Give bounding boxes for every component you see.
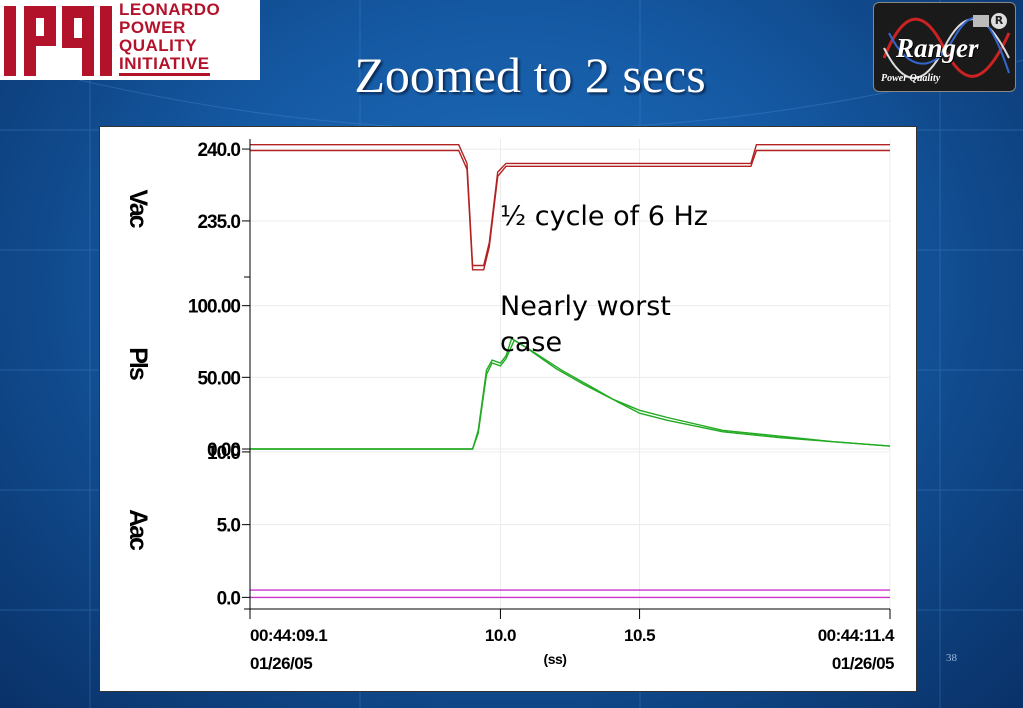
lpqi-line: POWER bbox=[119, 18, 186, 37]
ranger-logo: R Ranger Power Quality bbox=[873, 2, 1016, 92]
x-tick-label: 10.5 bbox=[624, 626, 655, 645]
lpqi-line: LEONARDO bbox=[119, 0, 221, 19]
y-tick-label: 50.00 bbox=[197, 368, 240, 389]
y-tick-label: 0.0 bbox=[217, 588, 241, 609]
y-tick-label: 10.0 bbox=[207, 443, 240, 464]
x-tick-date: 01/26/05 bbox=[250, 654, 312, 673]
x-tick-label: 00:44:11.4 bbox=[818, 626, 895, 645]
flag-icon bbox=[973, 15, 989, 27]
x-tick-date: 01/26/05 bbox=[832, 654, 894, 673]
lpqi-logo: LEONARDO POWER QUALITY INITIATIVE bbox=[0, 0, 260, 80]
annotation-half-cycle: ½ cycle of 6 Hz bbox=[500, 201, 708, 232]
ranger-tagline: Power Quality bbox=[881, 73, 941, 84]
y-axis-title: Aac bbox=[124, 509, 152, 551]
waveform-chart: 240.0 235.0 Vac 100.00 50.00 0.00 Pls 10.0 5.0 0.… bbox=[124, 139, 896, 673]
y-tick-label: 240.0 bbox=[197, 140, 240, 161]
y-axis-title: Pls bbox=[124, 347, 152, 380]
y-tick-label: 0.00 bbox=[207, 440, 240, 461]
slide-number: 38 bbox=[946, 652, 957, 664]
lpqi-line: QUALITY bbox=[119, 36, 198, 55]
x-tick-label: 00:44:09.1 bbox=[250, 626, 327, 645]
lpqi-wordmark: LEONARDO POWER QUALITY INITIATIVE bbox=[119, 1, 220, 76]
x-unit-label: (ss) bbox=[544, 651, 567, 667]
series-line bbox=[250, 149, 890, 271]
y-tick-label: 5.0 bbox=[217, 516, 241, 537]
y-tick-label: 235.0 bbox=[197, 212, 240, 233]
annotation-worst-case: Nearly worst case bbox=[500, 291, 671, 358]
series-line bbox=[250, 339, 891, 450]
chart-panel: 240.0 235.0 Vac 100.00 50.00 0.00 Pls 10.0 5.0 0.… bbox=[99, 126, 917, 692]
slide-title: Zoomed to 2 secs bbox=[354, 47, 706, 103]
registered-icon: R bbox=[991, 13, 1007, 29]
lpqi-line: INITIATIVE bbox=[119, 55, 210, 76]
y-tick-label: 100.00 bbox=[188, 297, 241, 318]
ranger-brand: Ranger bbox=[896, 33, 979, 63]
x-tick-label: 10.0 bbox=[485, 626, 516, 645]
y-axis-title: Vac bbox=[124, 189, 152, 228]
lpqi-mark-icon bbox=[4, 6, 112, 76]
